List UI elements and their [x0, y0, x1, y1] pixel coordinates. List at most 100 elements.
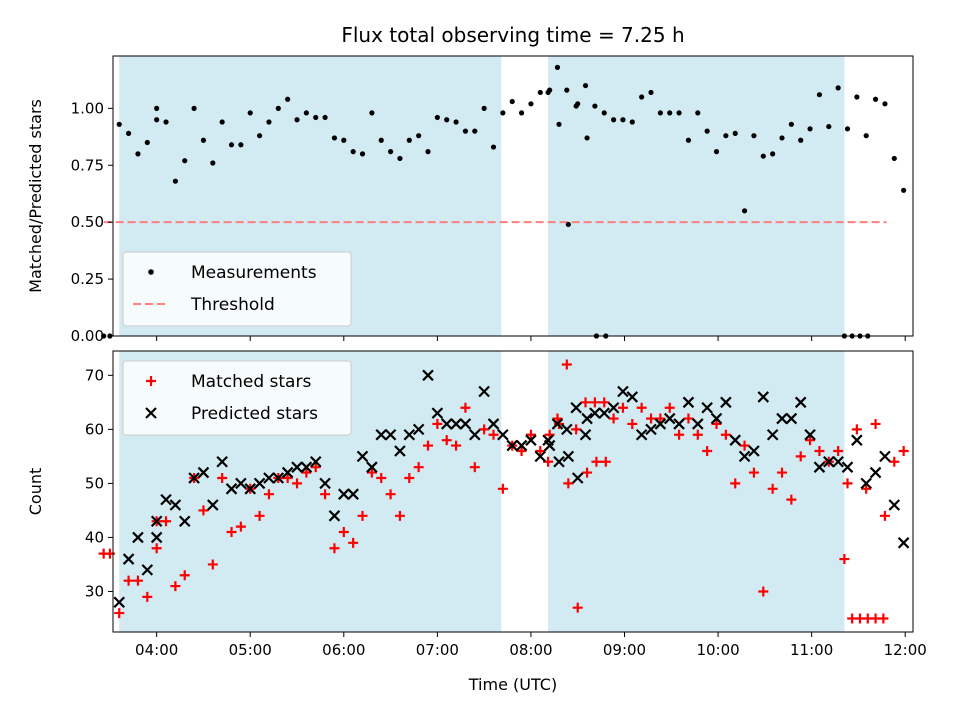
data-point	[151, 543, 162, 554]
data-point	[589, 397, 600, 408]
data-point	[702, 445, 713, 456]
data-point	[556, 121, 562, 127]
data-point	[657, 110, 663, 116]
data-point	[839, 554, 850, 565]
data-point	[313, 114, 319, 121]
data-point	[488, 429, 499, 440]
data-point	[841, 461, 854, 473]
data-point	[434, 114, 440, 121]
data-point	[869, 466, 882, 479]
data-point	[460, 402, 471, 413]
x-tick-label: 04:00	[135, 641, 178, 659]
x-tick-label: 11:00	[790, 641, 833, 659]
data-point	[356, 450, 369, 463]
data-point	[636, 402, 647, 413]
data-point	[132, 531, 144, 544]
data-point	[562, 450, 575, 463]
data-point	[655, 413, 666, 424]
data-point	[534, 450, 547, 463]
data-point	[804, 428, 816, 441]
data-point	[813, 461, 826, 473]
data-point	[814, 445, 825, 456]
data-point	[607, 401, 620, 414]
data-point	[376, 472, 387, 483]
bottom-panel: 30 40 50 60 70 04:00 05:00 06:00 07:00 08:00 09:00…	[26, 350, 927, 694]
data-point	[561, 423, 573, 436]
data-point	[450, 418, 462, 430]
data-point	[741, 208, 748, 214]
data-point	[579, 428, 592, 441]
data-point	[440, 418, 453, 430]
data-point	[247, 110, 253, 116]
data-point	[169, 499, 182, 511]
y-tick-label: 40	[85, 528, 104, 546]
data-point	[101, 333, 107, 339]
data-point	[601, 110, 607, 116]
data-point	[416, 133, 422, 139]
data-point	[444, 117, 450, 123]
data-point	[509, 98, 515, 105]
data-point	[413, 462, 424, 473]
data-point	[645, 423, 657, 436]
legend-box	[122, 360, 352, 436]
data-point	[701, 401, 713, 414]
data-point	[748, 445, 760, 457]
data-point	[481, 105, 487, 111]
data-point	[188, 472, 200, 484]
data-point	[888, 499, 901, 511]
data-point	[832, 456, 844, 468]
data-point	[683, 413, 694, 424]
data-point	[766, 428, 779, 441]
series-predicted-stars	[113, 369, 910, 609]
data-point	[592, 103, 598, 109]
data-point	[844, 126, 851, 132]
data-point	[776, 412, 788, 425]
data-point	[497, 428, 509, 441]
data-point	[235, 521, 246, 532]
data-point	[879, 450, 891, 463]
data-point	[807, 126, 813, 132]
data-point	[710, 412, 723, 425]
data-point	[404, 472, 415, 483]
shaded-interval-1	[548, 56, 845, 336]
data-point	[582, 82, 589, 89]
data-point	[629, 119, 635, 125]
data-point	[646, 413, 657, 424]
data-point	[347, 488, 359, 500]
data-point	[795, 451, 806, 462]
data-point	[794, 396, 807, 409]
data-point	[528, 101, 534, 107]
data-point	[272, 472, 285, 484]
data-point	[767, 483, 778, 494]
data-point	[901, 187, 907, 193]
data-point	[244, 483, 257, 495]
y-tick-label: 0.25	[71, 270, 104, 288]
data-point	[639, 94, 645, 100]
data-point	[479, 424, 490, 435]
data-point	[366, 461, 378, 473]
top-panel: 0.00 0.25 0.50 0.75 1.00 Matched/Predicted st…	[26, 55, 914, 345]
data-point	[179, 570, 190, 581]
data-point	[256, 133, 263, 139]
data-point	[412, 423, 425, 436]
y-tick-label: 70	[85, 366, 104, 384]
data-point	[329, 543, 340, 554]
data-point	[525, 434, 537, 446]
data-point	[462, 128, 469, 134]
data-point	[350, 149, 356, 155]
data-point	[422, 369, 434, 382]
data-point	[572, 602, 583, 613]
data-point	[823, 456, 835, 468]
data-point	[565, 221, 571, 228]
data-point	[506, 439, 518, 452]
data-point	[553, 456, 565, 468]
data-point	[198, 505, 209, 516]
data-point	[113, 596, 126, 609]
y-axis-label: Count	[26, 468, 45, 516]
data-point	[785, 412, 798, 425]
axes-frame	[112, 55, 914, 337]
x-axis-label: Time (UTC)	[468, 675, 557, 694]
data-point	[835, 85, 841, 91]
data-point	[833, 445, 844, 456]
data-point	[123, 575, 134, 586]
